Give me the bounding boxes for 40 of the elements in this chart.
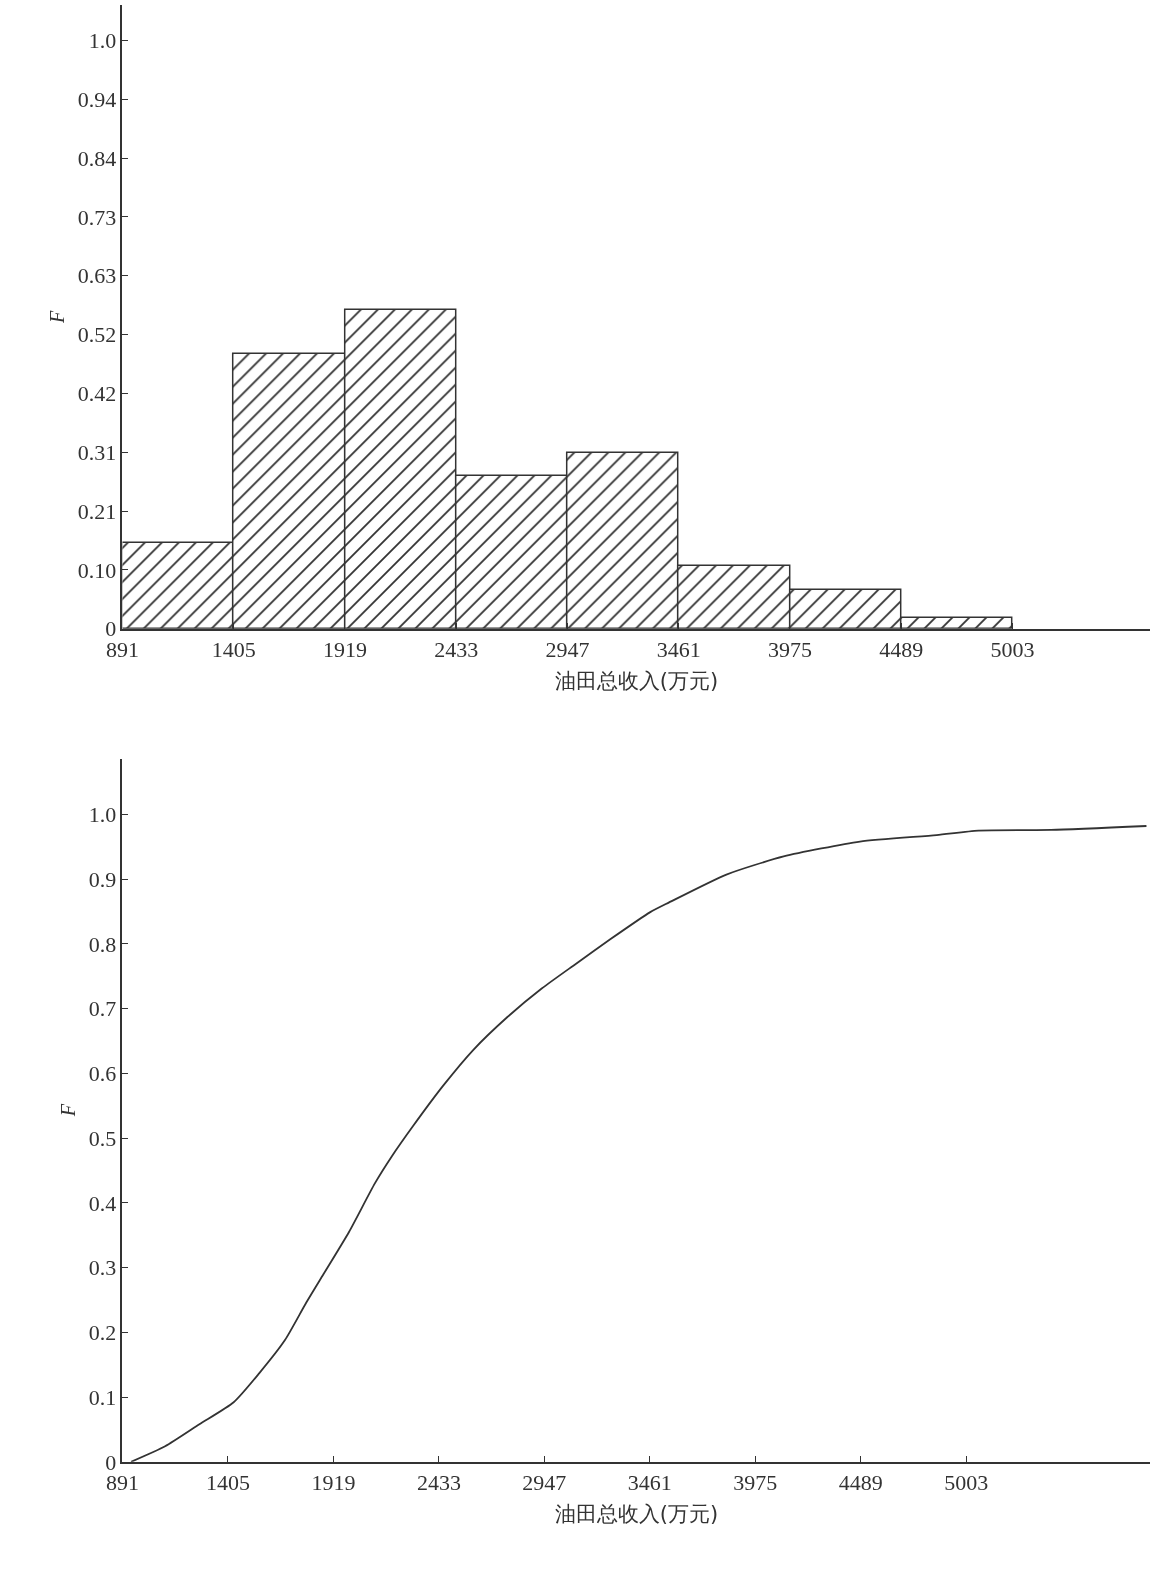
- x-axis-title: 油田总收入(万元): [554, 1501, 719, 1526]
- y-tick-label: 0.3: [88, 1255, 117, 1281]
- y-tick-label: 0.52: [77, 322, 117, 348]
- x-tick-label: 5003: [990, 636, 1035, 662]
- y-tick-label: 0.6: [88, 1061, 117, 1087]
- y-axis-title: F: [45, 309, 68, 324]
- y-tick-label: 0.73: [77, 204, 117, 230]
- x-tick-label: 2947: [545, 636, 590, 662]
- y-tick-label: 0.42: [77, 381, 117, 407]
- x-tick-label: 2947: [522, 1469, 567, 1495]
- y-tick-label: 0.8: [88, 931, 117, 957]
- x-tick-label: 2433: [416, 1469, 461, 1495]
- x-tick-label: 3461: [627, 1469, 672, 1495]
- x-tick-label: 4489: [838, 1469, 883, 1495]
- y-tick-label: 0.9: [88, 866, 117, 892]
- y-tick-label: 0.7: [88, 996, 117, 1022]
- x-tick-label: 1405: [211, 636, 256, 662]
- y-tick-label: 0.4: [88, 1190, 117, 1216]
- y-tick-label: 0.5: [88, 1125, 117, 1151]
- x-tick-label: 5003: [944, 1469, 989, 1495]
- x-tick-label: 1919: [322, 636, 367, 662]
- y-tick-label: 0.31: [77, 439, 117, 465]
- y-tick-label: 1.0: [88, 28, 117, 54]
- y-tick-label: 0.94: [77, 86, 117, 112]
- y-tick-label: 0.2: [88, 1320, 117, 1346]
- x-tick-label: 3461: [656, 636, 701, 662]
- y-tick-label: 0.21: [77, 498, 117, 524]
- y-tick-label: 0.63: [77, 263, 117, 289]
- y-axis-title: F: [56, 1103, 79, 1118]
- y-tick-label: 0.10: [77, 557, 117, 583]
- x-tick-label: 1405: [205, 1469, 250, 1495]
- y-tick-label: 0.84: [77, 145, 117, 171]
- x-tick-label: 2433: [434, 636, 479, 662]
- x-tick-label: 3975: [733, 1469, 778, 1495]
- x-tick-label: 1919: [311, 1469, 356, 1495]
- y-tick-label: 0.1: [88, 1384, 117, 1410]
- x-axis-title: 油田总收入(万元): [554, 668, 719, 693]
- y-tick-label: 1.0: [88, 802, 117, 828]
- x-tick-label: 4489: [879, 636, 924, 662]
- x-tick-label: 3975: [767, 636, 812, 662]
